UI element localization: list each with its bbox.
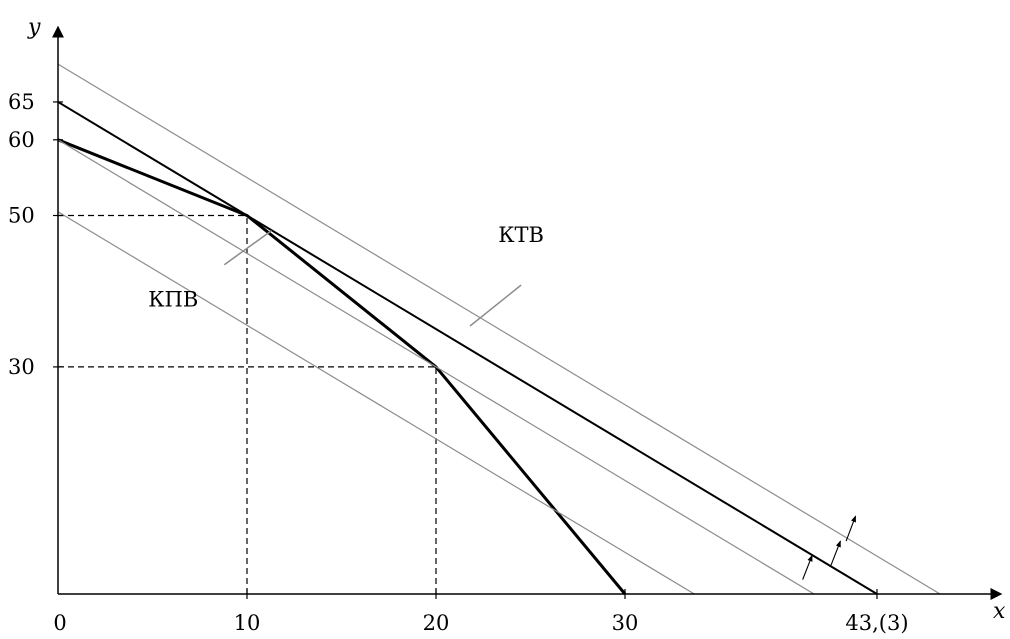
shift-arrow-2 [845, 515, 857, 542]
x-tick-label: 43,(3) [845, 611, 908, 635]
x-axis-label: x [993, 599, 1006, 624]
x-tick-label: 20 [423, 611, 450, 635]
guide-lines [58, 214, 437, 594]
y-tick-label: 60 [8, 128, 35, 152]
iso-line-3 [57, 139, 815, 595]
x-tick-label: 10 [234, 611, 261, 635]
series-line-kpv [57, 138, 627, 595]
shift-arrow-1 [830, 540, 841, 566]
shift-arrow-0 [802, 554, 813, 580]
chart-labels: 0 10 20 30 43,(3) 30 50 60 65 y x КПВ КТВ [8, 15, 1006, 635]
x-tick-label: 30 [612, 611, 639, 635]
series-line-ktv [57, 101, 878, 595]
y-tick-label: 65 [8, 90, 35, 114]
y-tick-label: 50 [8, 204, 35, 228]
annotation-label-kpv: КПВ [148, 287, 198, 311]
iso-line-4 [57, 63, 941, 595]
annotation-leader-0 [223, 230, 273, 266]
annotation-label-ktv: КТВ [498, 223, 544, 247]
annotation-leader-1 [469, 284, 522, 327]
iso-line-2 [57, 211, 695, 595]
chart-series [57, 63, 941, 595]
x-tick-label: 0 [53, 611, 66, 635]
y-axis-label: y [27, 15, 41, 40]
y-tick-label: 30 [8, 355, 35, 379]
chart-axes [52, 25, 1003, 600]
